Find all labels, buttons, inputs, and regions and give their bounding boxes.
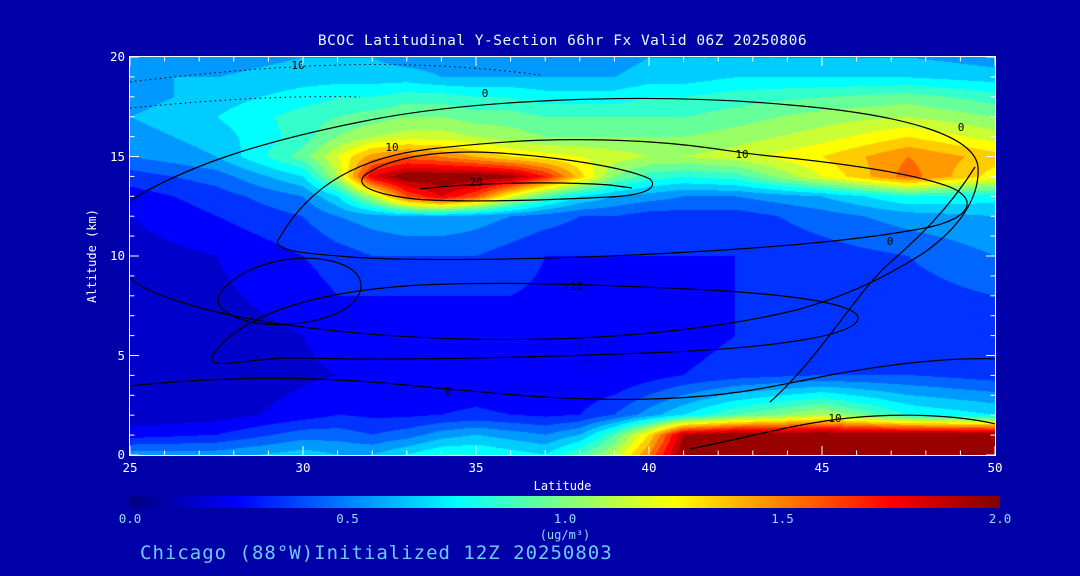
colorbar — [130, 496, 1000, 508]
colorbar-units: (ug/m³) — [539, 528, 591, 542]
heatmap-canvas — [130, 57, 995, 455]
x-tick-label: 35 — [468, 460, 484, 475]
y-tick-label: 20 — [109, 49, 125, 64]
x-tick-label: 25 — [122, 460, 138, 475]
x-axis-title: Latitude — [533, 479, 592, 493]
colorbar-tick-label: 2.0 — [988, 511, 1012, 526]
x-tick-label: 50 — [987, 460, 1003, 475]
y-tick-label: 15 — [109, 148, 125, 164]
x-tick-label: 40 — [641, 460, 657, 475]
y-tick-label: 0 — [117, 447, 125, 462]
colorbar-tick-label: 0.0 — [118, 511, 142, 526]
x-tick-label: 30 — [295, 460, 311, 475]
colorbar-tick-label: 0.5 — [336, 511, 359, 526]
x-tick-label: 45 — [814, 460, 830, 475]
y-tick-label: 5 — [117, 347, 125, 363]
caption: Chicago (88°W)Initialized 12Z 20250803 — [140, 542, 613, 564]
y-tick-label: 10 — [109, 248, 125, 263]
colorbar-tick-label: 1.5 — [771, 511, 794, 526]
chart-title: BCOC Latitudinal Y-Section 66hr Fx Valid… — [317, 33, 808, 49]
colorbar-tick-label: 1.0 — [553, 511, 577, 526]
